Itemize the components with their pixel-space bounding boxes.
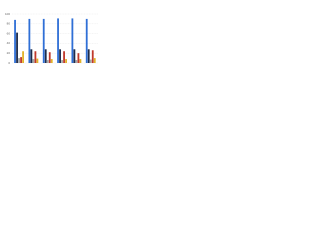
bar	[87, 49, 90, 63]
bar	[65, 59, 67, 63]
bar	[77, 53, 80, 63]
bar	[85, 18, 88, 63]
page: {"chart_data": {"type": "bar", "categori…	[0, 0, 320, 71]
bar	[93, 58, 96, 63]
y-tick-label: 60	[7, 31, 11, 35]
bar	[30, 49, 33, 63]
bar	[57, 18, 59, 63]
bar	[63, 51, 65, 63]
bar	[44, 49, 47, 63]
y-tick-label: 80	[7, 22, 11, 26]
bar	[91, 50, 94, 63]
bar	[73, 49, 76, 63]
bar	[48, 52, 51, 63]
bar	[20, 57, 22, 63]
y-tick-label: 0	[8, 61, 10, 65]
y-tick-label: 100	[5, 12, 10, 16]
bar	[79, 59, 82, 63]
bar	[36, 58, 39, 63]
bar	[18, 58, 20, 63]
bar	[28, 18, 31, 63]
y-tick-label: 40	[7, 41, 11, 45]
bar	[14, 19, 16, 64]
bar	[16, 32, 18, 63]
bar	[46, 60, 49, 63]
bar	[22, 51, 24, 63]
chart: 0 20 40 60 80 100	[5, 12, 98, 65]
bar	[75, 60, 78, 63]
bar	[89, 59, 92, 63]
bar	[59, 49, 61, 63]
bar	[71, 18, 74, 63]
bar	[50, 59, 53, 63]
bar	[32, 59, 35, 63]
bar	[42, 18, 45, 63]
bar	[61, 60, 63, 63]
bar	[34, 51, 37, 63]
y-tick-label: 20	[7, 51, 11, 55]
